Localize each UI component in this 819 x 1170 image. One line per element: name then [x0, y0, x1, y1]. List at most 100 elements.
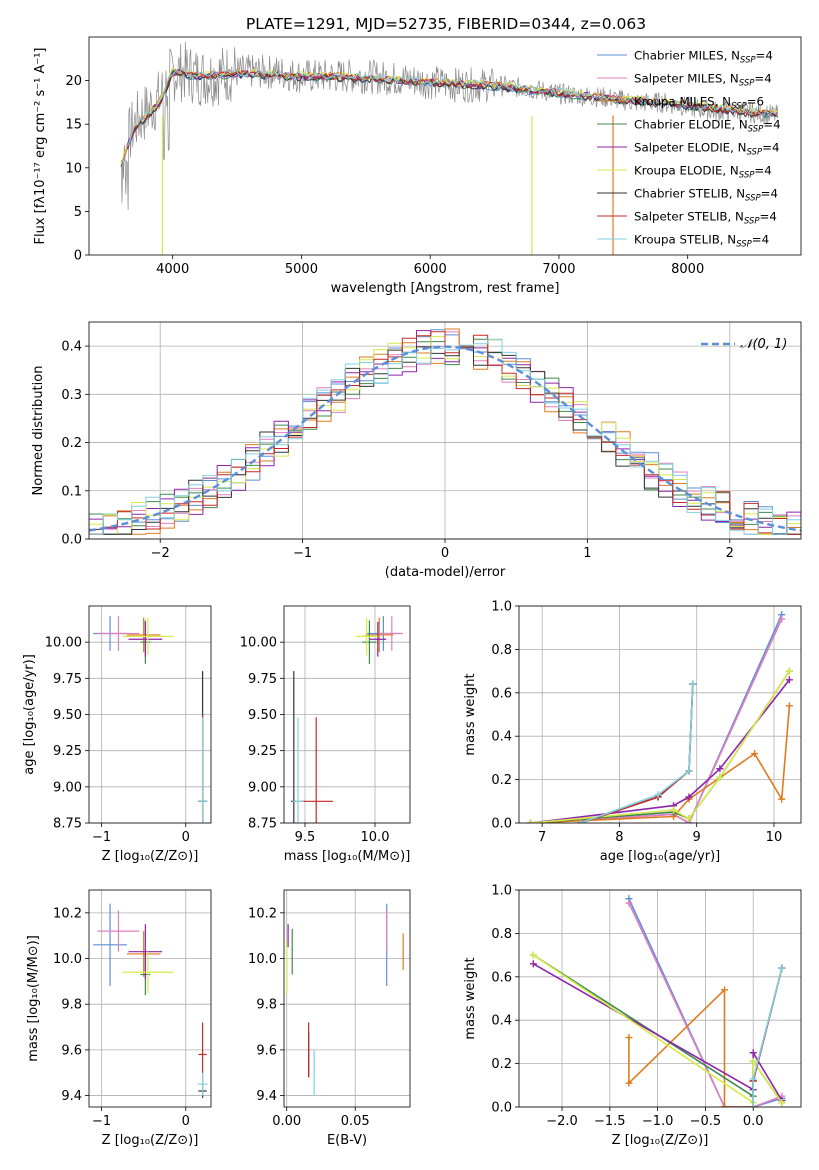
y-axis-label: Normed distribution: [31, 366, 46, 496]
y-tick-label: 9.25: [248, 744, 277, 759]
y-axis-label: mass weight: [463, 957, 478, 1039]
weight-marker: [685, 793, 693, 801]
weight-marker: [654, 791, 662, 799]
weight-marker: [721, 986, 729, 994]
errorbar-kroupa-stelib: [292, 717, 304, 823]
y-tick-label: 1.0: [491, 600, 512, 615]
plot-area: [291, 616, 403, 823]
legend-entry: Salpeter MILES, NSSP=4: [634, 72, 772, 89]
errorbar-salpeter-miles: [97, 616, 140, 651]
x-tick-label: −2: [151, 546, 170, 561]
y-tick-label: 0.6: [491, 686, 512, 701]
plot-area: [529, 895, 786, 1107]
y-tick-label: 9.25: [53, 744, 82, 759]
x-tick-label: −1: [92, 1114, 111, 1129]
weight-line-kroupa-stelib: [580, 684, 694, 823]
weight-marker: [785, 676, 793, 684]
y-tick-label: 0.8: [491, 927, 512, 942]
errorbar-kroupa-elodie: [122, 951, 174, 993]
errorbar-salpeter-elodie: [128, 924, 163, 980]
y-tick-label: 0.2: [61, 436, 82, 451]
y-tick-label: 0.8: [491, 643, 512, 658]
y-tick-label: 10.00: [240, 636, 277, 651]
x-tick-label: 9.5: [295, 830, 316, 845]
y-tick-label: 15: [65, 118, 82, 133]
x-axis-label: wavelength [Angstrom, rest frame]: [331, 281, 560, 296]
y-tick-label: 9.00: [53, 780, 82, 795]
plot-area: [286, 903, 404, 1096]
weight-line-salpeter-stelib: [752, 967, 783, 1107]
axes-frame: [88, 605, 212, 824]
y-tick-label: 9.8: [61, 998, 82, 1013]
weight-marker: [749, 1049, 757, 1057]
legend-entry: Kroupa MILES, NSSP=6: [634, 95, 764, 112]
legend-entry: Chabrier ELODIE, NSSP=4: [634, 118, 781, 135]
x-tick-label: 0.0: [743, 1114, 764, 1129]
y-tick-label: 0.2: [491, 773, 512, 788]
x-axis-label: (data-model)/error: [385, 565, 506, 580]
x-tick-label: 10: [766, 830, 783, 845]
x-tick-label: 2: [726, 546, 734, 561]
x-tick-label: 0: [441, 546, 449, 561]
weight-marker: [778, 615, 786, 623]
legend-entry: Kroupa ELODIE, NSSP=4: [634, 164, 772, 181]
errorbar-kroupa-miles: [126, 931, 161, 977]
legend-entry: Salpeter ELODIE, NSSP=4: [634, 141, 779, 158]
weight-line-salpeter-elodie: [530, 679, 791, 823]
weight-marker: [625, 1079, 633, 1087]
y-tick-label: 8.75: [53, 817, 82, 832]
weight-marker: [625, 1034, 633, 1042]
axes-age_vs_mass: 9.5 10.0 8.75 9.00 9.25 9.50 9.75 10.00 mass [lo…: [240, 605, 411, 864]
y-tick-label: 0.1: [61, 484, 82, 499]
y-tick-label: 9.50: [53, 708, 82, 723]
plot-area: [120, 41, 779, 255]
weight-marker: [577, 819, 585, 823]
gridlines: [89, 606, 211, 824]
spectrum-data-line: [120, 41, 779, 211]
y-tick-label: 20: [65, 74, 82, 89]
legend-entry: Chabrier MILES, NSSP=4: [634, 49, 773, 66]
y-tick-label: 9.75: [53, 672, 82, 687]
gridlines: [519, 605, 801, 824]
normal-curve: [89, 345, 801, 532]
plot-area: [93, 616, 208, 823]
normal-legend-label: 𝒩(0, 1): [740, 337, 787, 352]
x-tick-label: 5000: [285, 262, 318, 277]
gridlines: [519, 889, 801, 1108]
errorbar-kroupa-stelib: [197, 1072, 208, 1096]
axes-frame: [88, 321, 802, 540]
figure-title: PLATE=1291, MJD=52735, FIBERID=0344, z=0…: [246, 15, 646, 33]
weight-marker: [529, 960, 537, 968]
weight-line-chabrier-miles: [628, 898, 783, 1107]
x-axis-label: Z [log₁₀(Z/Z⊙)]: [102, 1133, 199, 1148]
y-axis-label: age [log₁₀(age/yr)]: [22, 654, 37, 775]
legend-entry: Salpeter STELIB, NSSP=4: [634, 210, 777, 227]
weight-line-chabrier-miles: [530, 614, 783, 823]
weight-marker: [749, 1075, 757, 1083]
weight-line-chabrier-elodie: [530, 670, 791, 823]
errorbar-salpeter-elodie: [128, 621, 163, 657]
errorbar-kroupa-elodie: [355, 617, 378, 656]
axes-frame: [88, 36, 802, 256]
x-tick-label: −2.0: [546, 1114, 578, 1129]
spectrum-model-chabrier-stelib: [127, 70, 777, 150]
y-tick-label: 0.2: [491, 1057, 512, 1072]
y-tick-label: 0.6: [491, 970, 512, 985]
plot-area: [89, 328, 801, 535]
x-tick-label: −1.5: [594, 1114, 626, 1129]
weight-line-salpeter-miles: [628, 902, 783, 1107]
weight-marker: [685, 767, 693, 775]
spectrum-model-kroupa-stelib: [127, 68, 777, 147]
y-tick-label: 9.6: [61, 1043, 82, 1058]
axes-mass_weight_vs_age: 7 8 9 10 0.0 0.2 0.4 0.6 0.8 1.0 age [log₁₀(age/yr…: [463, 600, 802, 864]
histogram-kroupa-stelib: [89, 338, 801, 535]
errorbar-kroupa-elodie: [122, 617, 174, 656]
weight-marker: [778, 964, 786, 972]
y-tick-label: 9.75: [248, 672, 277, 687]
weight-marker: [749, 1103, 757, 1107]
axes-residuals: −2 −1 0 1 2 0.0 0.1 0.2 0.3 0.4 (data-model)/error…: [31, 321, 802, 580]
axes-frame: [283, 605, 411, 824]
weight-marker: [685, 815, 693, 823]
x-axis-label: mass [log₁₀(M/M⊙)]: [284, 849, 411, 864]
